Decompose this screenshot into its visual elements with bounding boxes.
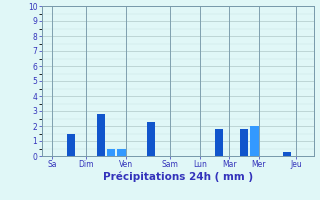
Bar <box>215 129 223 156</box>
Bar <box>240 129 248 156</box>
Bar <box>147 121 155 156</box>
Bar <box>107 149 115 156</box>
Bar <box>117 149 125 156</box>
Bar <box>283 152 291 156</box>
Bar <box>97 114 105 156</box>
Bar <box>67 134 75 156</box>
Bar <box>250 126 259 156</box>
X-axis label: Précipitations 24h ( mm ): Précipitations 24h ( mm ) <box>102 172 253 182</box>
